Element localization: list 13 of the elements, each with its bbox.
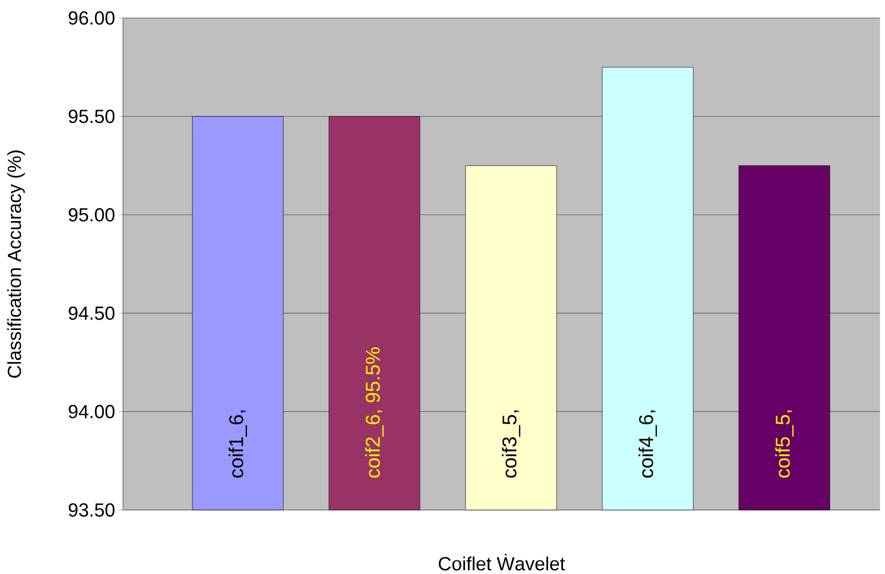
y-tick-label: 95.00 [68,208,114,222]
y-axis-title: Classification Accuracy (%) [7,150,25,378]
y-tick-label: 95.50 [68,110,114,124]
x-axis-title: Coiflet Ẇavelet [438,554,565,570]
y-tick-label: 96.00 [68,11,114,25]
y-tick-label: 94.00 [68,404,114,418]
data-label: coif3_5, [502,410,520,478]
data-label: coif2_6, 95.5% [365,347,384,478]
data-label: coif4_6, [638,410,657,478]
data-label: coif1_6, [228,410,247,478]
y-tick-label: 94.50 [68,306,114,320]
data-label: coif5_5, [775,410,794,478]
y-tick-label: 93.50 [68,503,114,517]
